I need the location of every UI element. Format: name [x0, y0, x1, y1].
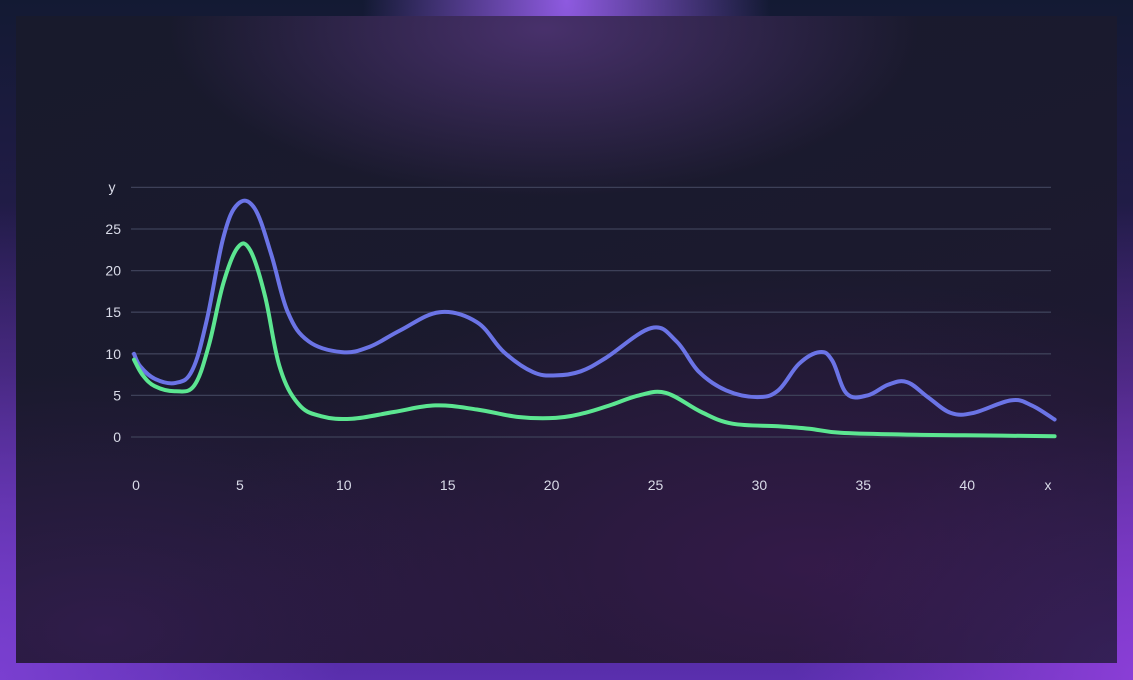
- x-axis-ticks: 0 5 10 15 20 25 30 35 40: [132, 477, 975, 493]
- x-tick-label: 30: [752, 477, 768, 493]
- series-lines: [132, 198, 1057, 439]
- x-tick-label: 20: [544, 477, 560, 493]
- x-tick-label: 5: [236, 477, 244, 493]
- x-tick-label: 35: [856, 477, 872, 493]
- x-axis-label: x: [1045, 477, 1052, 493]
- y-axis-ticks: 0 5 10 15 20 25: [105, 221, 121, 445]
- x-tick-label: 0: [132, 477, 140, 493]
- x-tick-label: 15: [440, 477, 456, 493]
- y-tick-label: 15: [105, 304, 121, 320]
- grid-lines: [131, 186, 1051, 438]
- y-tick-label: 10: [105, 346, 121, 362]
- y-tick-label: 0: [113, 429, 121, 445]
- y-tick-label: 25: [105, 221, 121, 237]
- y-tick-label: 20: [105, 263, 121, 279]
- y-axis-label: y: [109, 179, 116, 195]
- series-line-series-b: [132, 241, 1057, 439]
- series-line-series-a: [132, 198, 1057, 422]
- line-chart: 0 5 10 15 20 25 0 5 10 15 20 25 30 35 40 y x: [105, 179, 1057, 493]
- chart-panel: 0 5 10 15 20 25 0 5 10 15 20 25 30 35 40 y x: [16, 16, 1117, 663]
- x-tick-label: 40: [959, 477, 975, 493]
- x-tick-label: 10: [336, 477, 352, 493]
- x-tick-label: 25: [648, 477, 664, 493]
- y-tick-label: 5: [113, 387, 121, 403]
